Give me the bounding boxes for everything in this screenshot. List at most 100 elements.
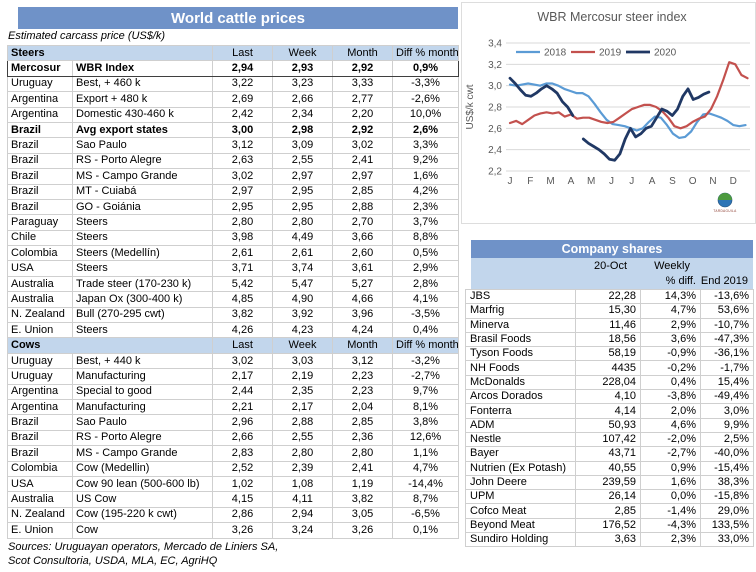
description-cell: Sao Paulo xyxy=(71,137,214,154)
country-cell: Brazil xyxy=(7,137,73,154)
table-row: Mercosur WBR Index 2,94 2,93 2,92 0,9% xyxy=(7,60,460,77)
last-cell: 4,15 xyxy=(212,491,274,508)
week-cell: 2,98 xyxy=(272,121,334,139)
company-name-cell: Brasil Foods xyxy=(465,331,576,348)
company-row: Arcos Dorados 4,10 -3,8% -49,4% xyxy=(465,389,754,405)
x-axis-tick-label: J xyxy=(609,176,614,187)
month-cell: 2,04 xyxy=(332,398,394,416)
company-value-cell: 239,59 xyxy=(575,474,641,491)
x-axis-tick-label: S xyxy=(669,176,676,187)
header-weekly-label: Weekly xyxy=(654,260,690,272)
world-prices-table: Steers Last Week Month Diff % month Mercosur W… xyxy=(6,44,460,539)
week-cell: 2,17 xyxy=(272,398,334,416)
legend-label-2019: 2019 xyxy=(599,48,622,59)
week-cell: 5,47 xyxy=(272,275,334,293)
y-axis-title: US$/k cwt xyxy=(465,84,476,129)
month-cell: 2,80 xyxy=(332,445,394,462)
header-pct-diff-label: % diff. xyxy=(665,275,696,287)
company-value-cell: 1,6% xyxy=(640,474,701,491)
week-cell: 3,09 xyxy=(272,137,334,154)
last-cell: 3,02 xyxy=(212,352,274,370)
diff-cell: -6,5% xyxy=(392,506,460,524)
x-axis-tick-label: N xyxy=(709,176,716,187)
table-row: Uruguay Best, + 460 k 3,22 3,23 3,33 -3,3% xyxy=(7,75,460,93)
table-row: Argentina Manufacturing 2,21 2,17 2,04 8,1% xyxy=(7,398,460,416)
company-value-cell: -1,7% xyxy=(700,360,754,376)
company-value-cell: 2,85 xyxy=(575,503,641,519)
last-cell: 3,00 xyxy=(212,121,274,139)
company-value-cell: 22,28 xyxy=(575,288,641,305)
company-value-cell: 0,4% xyxy=(640,374,701,391)
y-axis-tick-label: 2,6 xyxy=(488,124,502,135)
diff-cell: 8,7% xyxy=(392,491,460,508)
country-cell: E. Union xyxy=(7,522,73,539)
x-axis-tick-label: M xyxy=(546,176,554,187)
company-row: Tyson Foods 58,19 -0,9% -36,1% xyxy=(465,346,754,362)
week-cell: 2,39 xyxy=(272,460,334,477)
company-value-cell: 0,0% xyxy=(640,489,701,505)
country-cell: Colombia xyxy=(7,460,73,477)
diff-cell: 3,8% xyxy=(392,414,460,431)
company-value-cell: 107,42 xyxy=(575,431,641,448)
company-value-cell: 58,19 xyxy=(575,346,641,362)
description-cell: Special to good xyxy=(71,383,214,400)
chart-title: WBR Mercosur steer index xyxy=(537,10,687,24)
company-row: McDonalds 228,04 0,4% 15,4% xyxy=(465,374,754,391)
company-name-cell: John Deere xyxy=(465,474,576,491)
country-cell: Chile xyxy=(7,229,73,247)
month-cell: 2,60 xyxy=(332,245,394,262)
diff-cell: 0,1% xyxy=(392,522,460,539)
week-cell: 2,55 xyxy=(272,152,334,170)
diff-cell: 2,8% xyxy=(392,275,460,293)
company-value-cell: 4,7% xyxy=(640,303,701,319)
company-name-cell: Nutrien (Ex Potash) xyxy=(465,460,576,476)
company-value-cell: 4,10 xyxy=(575,389,641,405)
company-name-cell: Minerva xyxy=(465,317,576,333)
series-line-2020 xyxy=(508,76,711,162)
table-row: E. Union Cow 3,26 3,24 3,26 0,1% xyxy=(7,522,460,539)
company-name-cell: Sundiro Holding xyxy=(465,532,576,548)
description-cell: Japan Ox (300-400 k) xyxy=(71,291,214,308)
country-cell: Uruguay xyxy=(7,352,73,370)
description-cell: Steers xyxy=(71,322,214,339)
table-row: Brazil RS - Porto Alegre 2,63 2,55 2,41 9,2% xyxy=(7,152,460,170)
company-value-cell: 40,55 xyxy=(575,460,641,476)
last-cell: 2,52 xyxy=(212,460,274,477)
country-cell: Brazil xyxy=(7,168,73,185)
company-row: Nestle 107,42 -2,0% 2,5% xyxy=(465,431,754,448)
diff-cell: -2,6% xyxy=(392,91,460,108)
company-name-cell: UPM xyxy=(465,489,576,505)
country-cell: USA xyxy=(7,475,73,493)
table-row: Colombia Steers (Medellín) 2,61 2,61 2,60 0,5… xyxy=(7,245,460,262)
last-cell: 4,85 xyxy=(212,291,274,308)
company-name-cell: Arcos Dorados xyxy=(465,389,576,405)
company-value-cell: 38,3% xyxy=(700,474,754,491)
diff-cell: 2,9% xyxy=(392,260,460,277)
company-value-cell: 2,5% xyxy=(700,431,754,448)
month-cell: 2,97 xyxy=(332,168,394,185)
x-axis-tick-label: J xyxy=(508,176,513,187)
company-value-cell: 176,52 xyxy=(575,517,641,534)
table-row: N. Zealand Bull (270-295 cwt) 3,82 3,92 3,96… xyxy=(7,306,460,324)
diff-cell: -3,3% xyxy=(392,75,460,93)
section-name: Steers xyxy=(6,44,214,62)
week-cell: 2,35 xyxy=(272,383,334,400)
company-name-cell: Beyond Meat xyxy=(465,517,576,534)
description-cell: GO - Goiánia xyxy=(71,198,214,216)
diff-cell: 8,8% xyxy=(392,229,460,247)
week-cell: 3,03 xyxy=(272,352,334,370)
company-row: Fonterra 4,14 2,0% 3,0% xyxy=(465,403,754,419)
month-cell: 2,41 xyxy=(332,152,394,170)
last-cell: 2,83 xyxy=(212,445,274,462)
week-cell: 2,61 xyxy=(272,245,334,262)
table-row: Argentina Special to good 2,44 2,35 2,23 9,7% xyxy=(7,383,460,400)
header-date-col: 20-Oct xyxy=(593,260,627,272)
week-cell: 4,11 xyxy=(272,491,334,508)
table-row: Australia Japan Ox (300-400 k) 4,85 4,90 4,6… xyxy=(7,291,460,308)
month-cell: 3,26 xyxy=(332,522,394,539)
country-cell: Mercosur xyxy=(7,60,73,77)
diff-cell: -14,4% xyxy=(392,475,460,493)
company-row: John Deere 239,59 1,6% 38,3% xyxy=(465,474,754,491)
table-row: Brazil GO - Goiánia 2,95 2,95 2,88 2,3% xyxy=(7,198,460,216)
